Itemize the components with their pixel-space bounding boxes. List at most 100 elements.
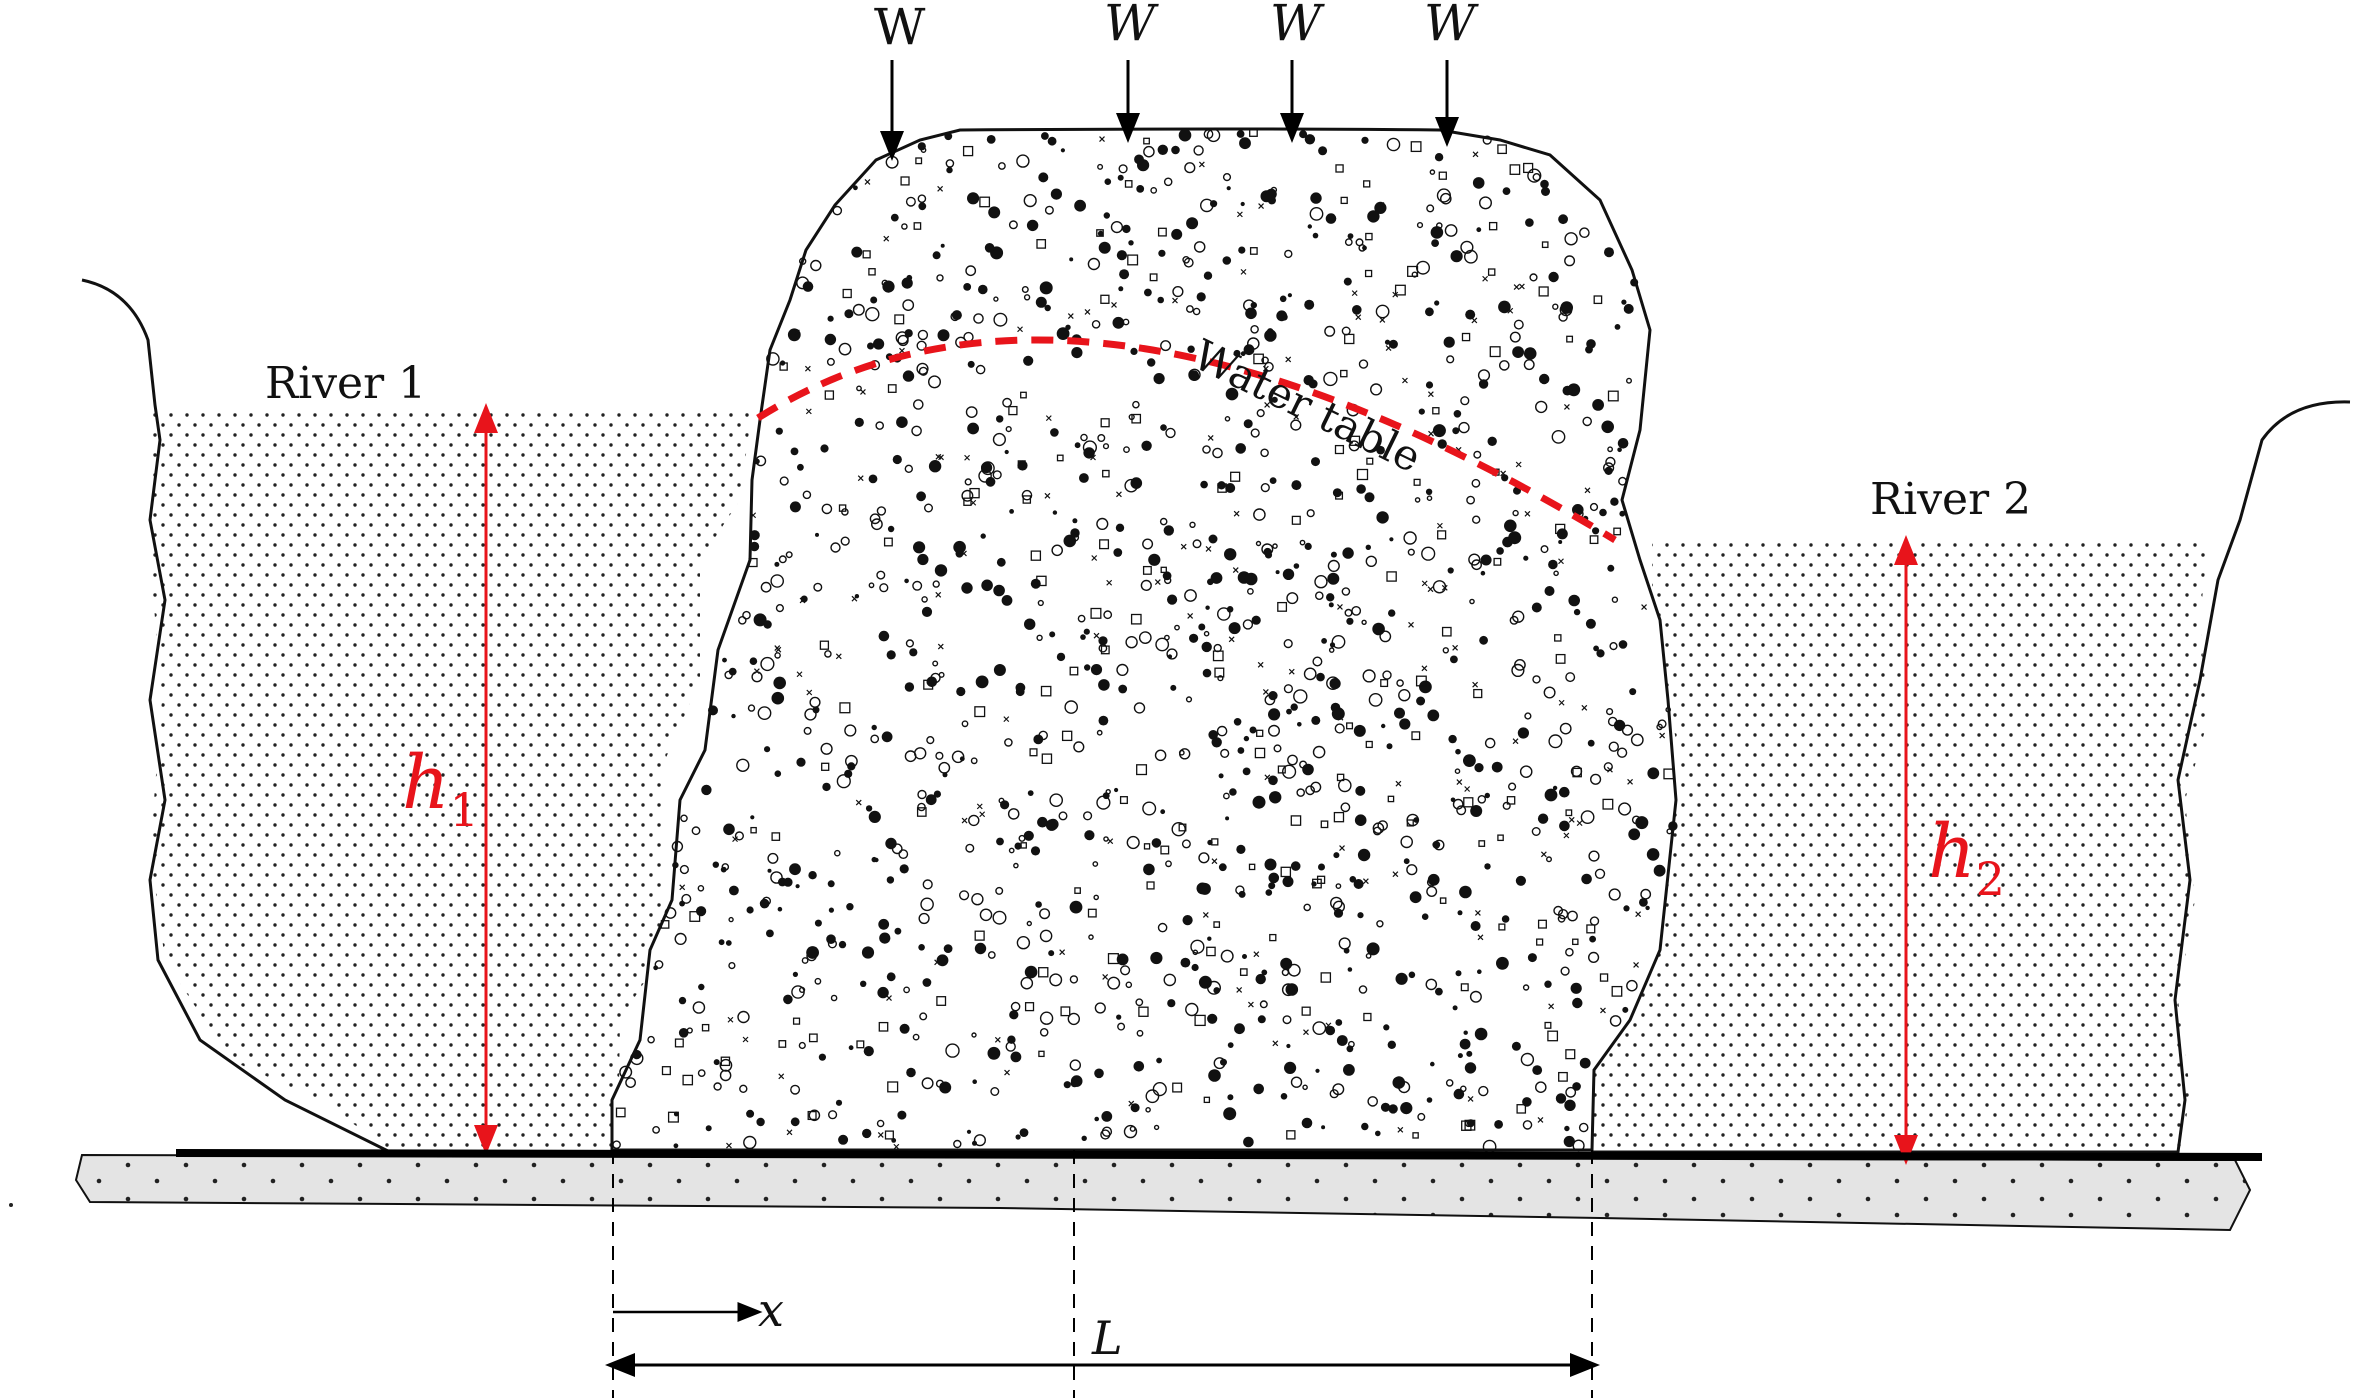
soil-grain [917, 329, 929, 341]
soil-grain [961, 489, 974, 502]
soil-grain [1130, 1103, 1140, 1113]
soil-grain [1207, 839, 1213, 846]
soil-grain [826, 934, 836, 944]
soil-grain [1261, 356, 1269, 365]
soil-grain [916, 340, 927, 351]
soil-grain [1283, 638, 1293, 649]
soil-grain [869, 513, 881, 525]
soil-grain [891, 843, 903, 855]
soil-grain [770, 871, 783, 884]
soil-grain [1160, 424, 1167, 431]
soil-grain [802, 281, 814, 292]
soil-grain [1428, 430, 1434, 437]
soil-grain [940, 243, 945, 248]
soil-grain [1194, 1014, 1206, 1027]
soil-grain [1572, 938, 1579, 946]
soil-grain [1480, 554, 1492, 566]
soil-grain [1202, 445, 1211, 454]
soil-grain [1151, 838, 1162, 848]
soil-grain [943, 944, 953, 953]
soil-grain [1152, 1081, 1167, 1097]
soil-grain [1023, 618, 1036, 630]
soil-grain [1285, 983, 1299, 996]
soil-grain [1623, 905, 1630, 912]
soil-grain [1283, 684, 1294, 694]
soil-grain [1430, 1061, 1435, 1067]
soil-grain [1333, 811, 1345, 823]
soil-grain [1349, 435, 1361, 446]
soil-grain [1184, 162, 1196, 174]
soil-grain [732, 836, 738, 843]
soil-grain [1117, 174, 1124, 181]
soil-grain [1621, 299, 1627, 305]
soil-grain [1160, 845, 1170, 855]
soil-grain [1098, 241, 1111, 254]
soil-grain [1198, 623, 1206, 631]
soil-grain [719, 1069, 732, 1082]
soil-grain [1325, 213, 1337, 224]
soil-grain [1457, 910, 1463, 916]
soil-grain [1315, 1068, 1320, 1073]
soil-grain [792, 971, 799, 978]
soil-grain [1097, 230, 1104, 237]
soil-grain [996, 557, 1006, 567]
soil-grain [1271, 396, 1278, 403]
soil-grain [938, 454, 944, 461]
soil-grain [1016, 154, 1030, 168]
soil-grain [736, 758, 750, 772]
soil-grain [1286, 1043, 1291, 1049]
soil-grain [1355, 785, 1366, 796]
soil-grain [1389, 537, 1394, 542]
soil-grain [728, 667, 737, 676]
soil-grain [1480, 570, 1486, 576]
soil-grain [966, 1129, 972, 1134]
soil-grain [1205, 546, 1212, 552]
soil-grain [1541, 187, 1550, 196]
soil-grain [1344, 238, 1353, 247]
soil-grain [1487, 436, 1497, 446]
soil-grain [878, 918, 890, 930]
soil-grain [979, 908, 993, 922]
soil-grain [1010, 1051, 1022, 1063]
soil-grain [701, 1023, 710, 1032]
soil-grain [968, 814, 980, 827]
soil-grain [796, 671, 803, 678]
soil-grain [1281, 764, 1297, 779]
soil-grain [1186, 305, 1194, 313]
soil-grain [1537, 813, 1549, 824]
soil-grain [1142, 565, 1152, 575]
soil-grain [1527, 953, 1537, 963]
soil-grain [1629, 688, 1637, 696]
soil-grain [1432, 580, 1447, 594]
soil-grain [1472, 177, 1485, 189]
soil-grain [1286, 592, 1299, 605]
soil-grain [1094, 1068, 1104, 1079]
soil-grain [1047, 136, 1057, 146]
soil-grain [1580, 810, 1595, 824]
soil-grain [1522, 984, 1530, 991]
soil-grain [708, 705, 718, 716]
soil-grain [1098, 636, 1108, 646]
soil-grain [1496, 547, 1504, 555]
soil-grain [965, 406, 978, 418]
soil-grain [1192, 307, 1201, 316]
soil-grain [832, 205, 843, 216]
soil-grain [1519, 765, 1533, 779]
soil-grain [1625, 377, 1632, 384]
soil-grain [827, 880, 835, 888]
soil-grain [1635, 911, 1642, 918]
soil-grain [1181, 839, 1191, 849]
soil-grain [1100, 294, 1110, 304]
soil-grain [1311, 715, 1321, 725]
soil-grain [1167, 654, 1173, 659]
soil-grain [1290, 419, 1302, 431]
soil-grain [1369, 383, 1383, 396]
soil-grain [1617, 447, 1622, 453]
soil-grain [951, 310, 962, 321]
soil-grain [1541, 241, 1549, 249]
soil-grain [1036, 575, 1047, 587]
soil-grain [1478, 379, 1489, 389]
soil-grain [996, 415, 1004, 423]
soil-grain [1303, 667, 1317, 681]
